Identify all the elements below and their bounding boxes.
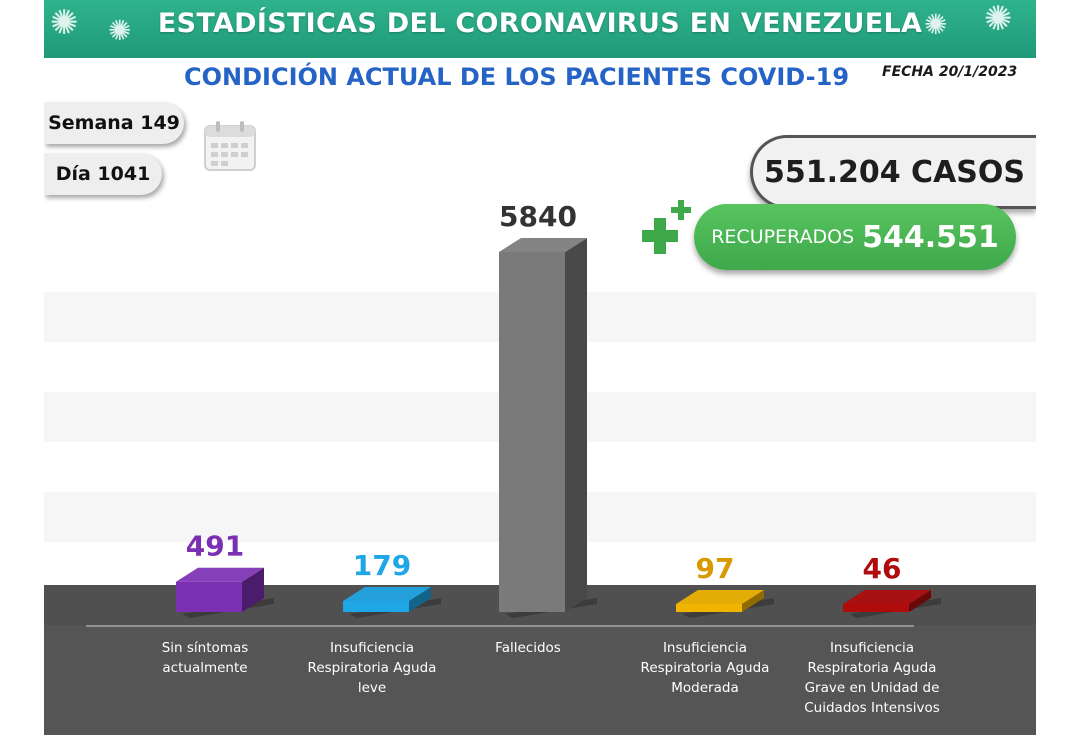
virus-icon: ✺: [50, 3, 79, 43]
bar-side: [565, 238, 587, 612]
bar-front: [499, 252, 565, 612]
bars-layer: [176, 238, 941, 618]
bar-side: [742, 590, 764, 612]
report-date: FECHA 20/1/2023: [882, 64, 1018, 80]
header-title: ESTADÍSTICAS DEL CORONAVIRUS EN VENEZUEL…: [157, 8, 923, 39]
bar-value-label: 97: [696, 552, 735, 585]
bar-front: [343, 600, 409, 612]
bar-top: [676, 590, 764, 604]
bar-value-label: 179: [353, 549, 411, 582]
bar-top: [843, 590, 931, 604]
bar-value-label: 5840: [499, 200, 577, 233]
day-counter: Día 1041: [44, 153, 162, 195]
category-label: Insuficiencia Respiratoria Aguda Grave en …: [804, 640, 940, 716]
bar-chart: 491 179 5840 97 46 Sin síntomas actualmente In…: [44, 200, 1036, 735]
recovered-label: RECUPERADOS: [711, 226, 855, 248]
category-label: Sin síntomas actualmente: [162, 640, 249, 676]
bar-front: [676, 604, 742, 612]
virus-icon: ✺: [924, 8, 948, 41]
bar-side: [409, 586, 431, 612]
labels-layer: 491 179 5840 97 46: [186, 200, 902, 585]
plus-icon: [642, 200, 691, 254]
week-counter: Semana 149: [44, 102, 184, 144]
bar-top: [343, 586, 431, 601]
page-subtitle: CONDICIÓN ACTUAL DE LOS PACIENTES COVID-…: [184, 63, 850, 91]
bar-value-label: 46: [863, 552, 902, 585]
bar-front: [843, 604, 909, 612]
recovered-value: 544.551: [862, 219, 999, 255]
recovered-badge: RECUPERADOS 544.551: [694, 204, 1016, 270]
calendar-icon: [204, 121, 256, 171]
bar-value-label: 491: [186, 530, 244, 563]
bar-side: [909, 590, 931, 612]
header-bar: ✺ ✺ ✺ ✺ ESTADÍSTICAS DEL CORONAVIRUS EN …: [44, 0, 1036, 58]
bar-top: [176, 567, 264, 582]
category-label: Insuficiencia Respiratoria Aguda leve: [308, 640, 437, 696]
virus-icon: ✺: [984, 0, 1013, 39]
total-cases: 551.204 CASOS: [750, 135, 1036, 209]
categories-layer: Sin síntomas actualmente Insuficiencia Resp…: [162, 640, 940, 716]
bar-side: [242, 567, 264, 612]
virus-icon: ✺: [108, 14, 132, 47]
category-label: Insuficiencia Respiratoria Aguda Moderada: [641, 640, 770, 696]
infographic: ✺ ✺ ✺ ✺ ESTADÍSTICAS DEL CORONAVIRUS EN …: [44, 0, 1036, 735]
bar-front: [176, 581, 242, 612]
bar-top: [499, 238, 587, 252]
category-label: Fallecidos: [495, 640, 561, 656]
